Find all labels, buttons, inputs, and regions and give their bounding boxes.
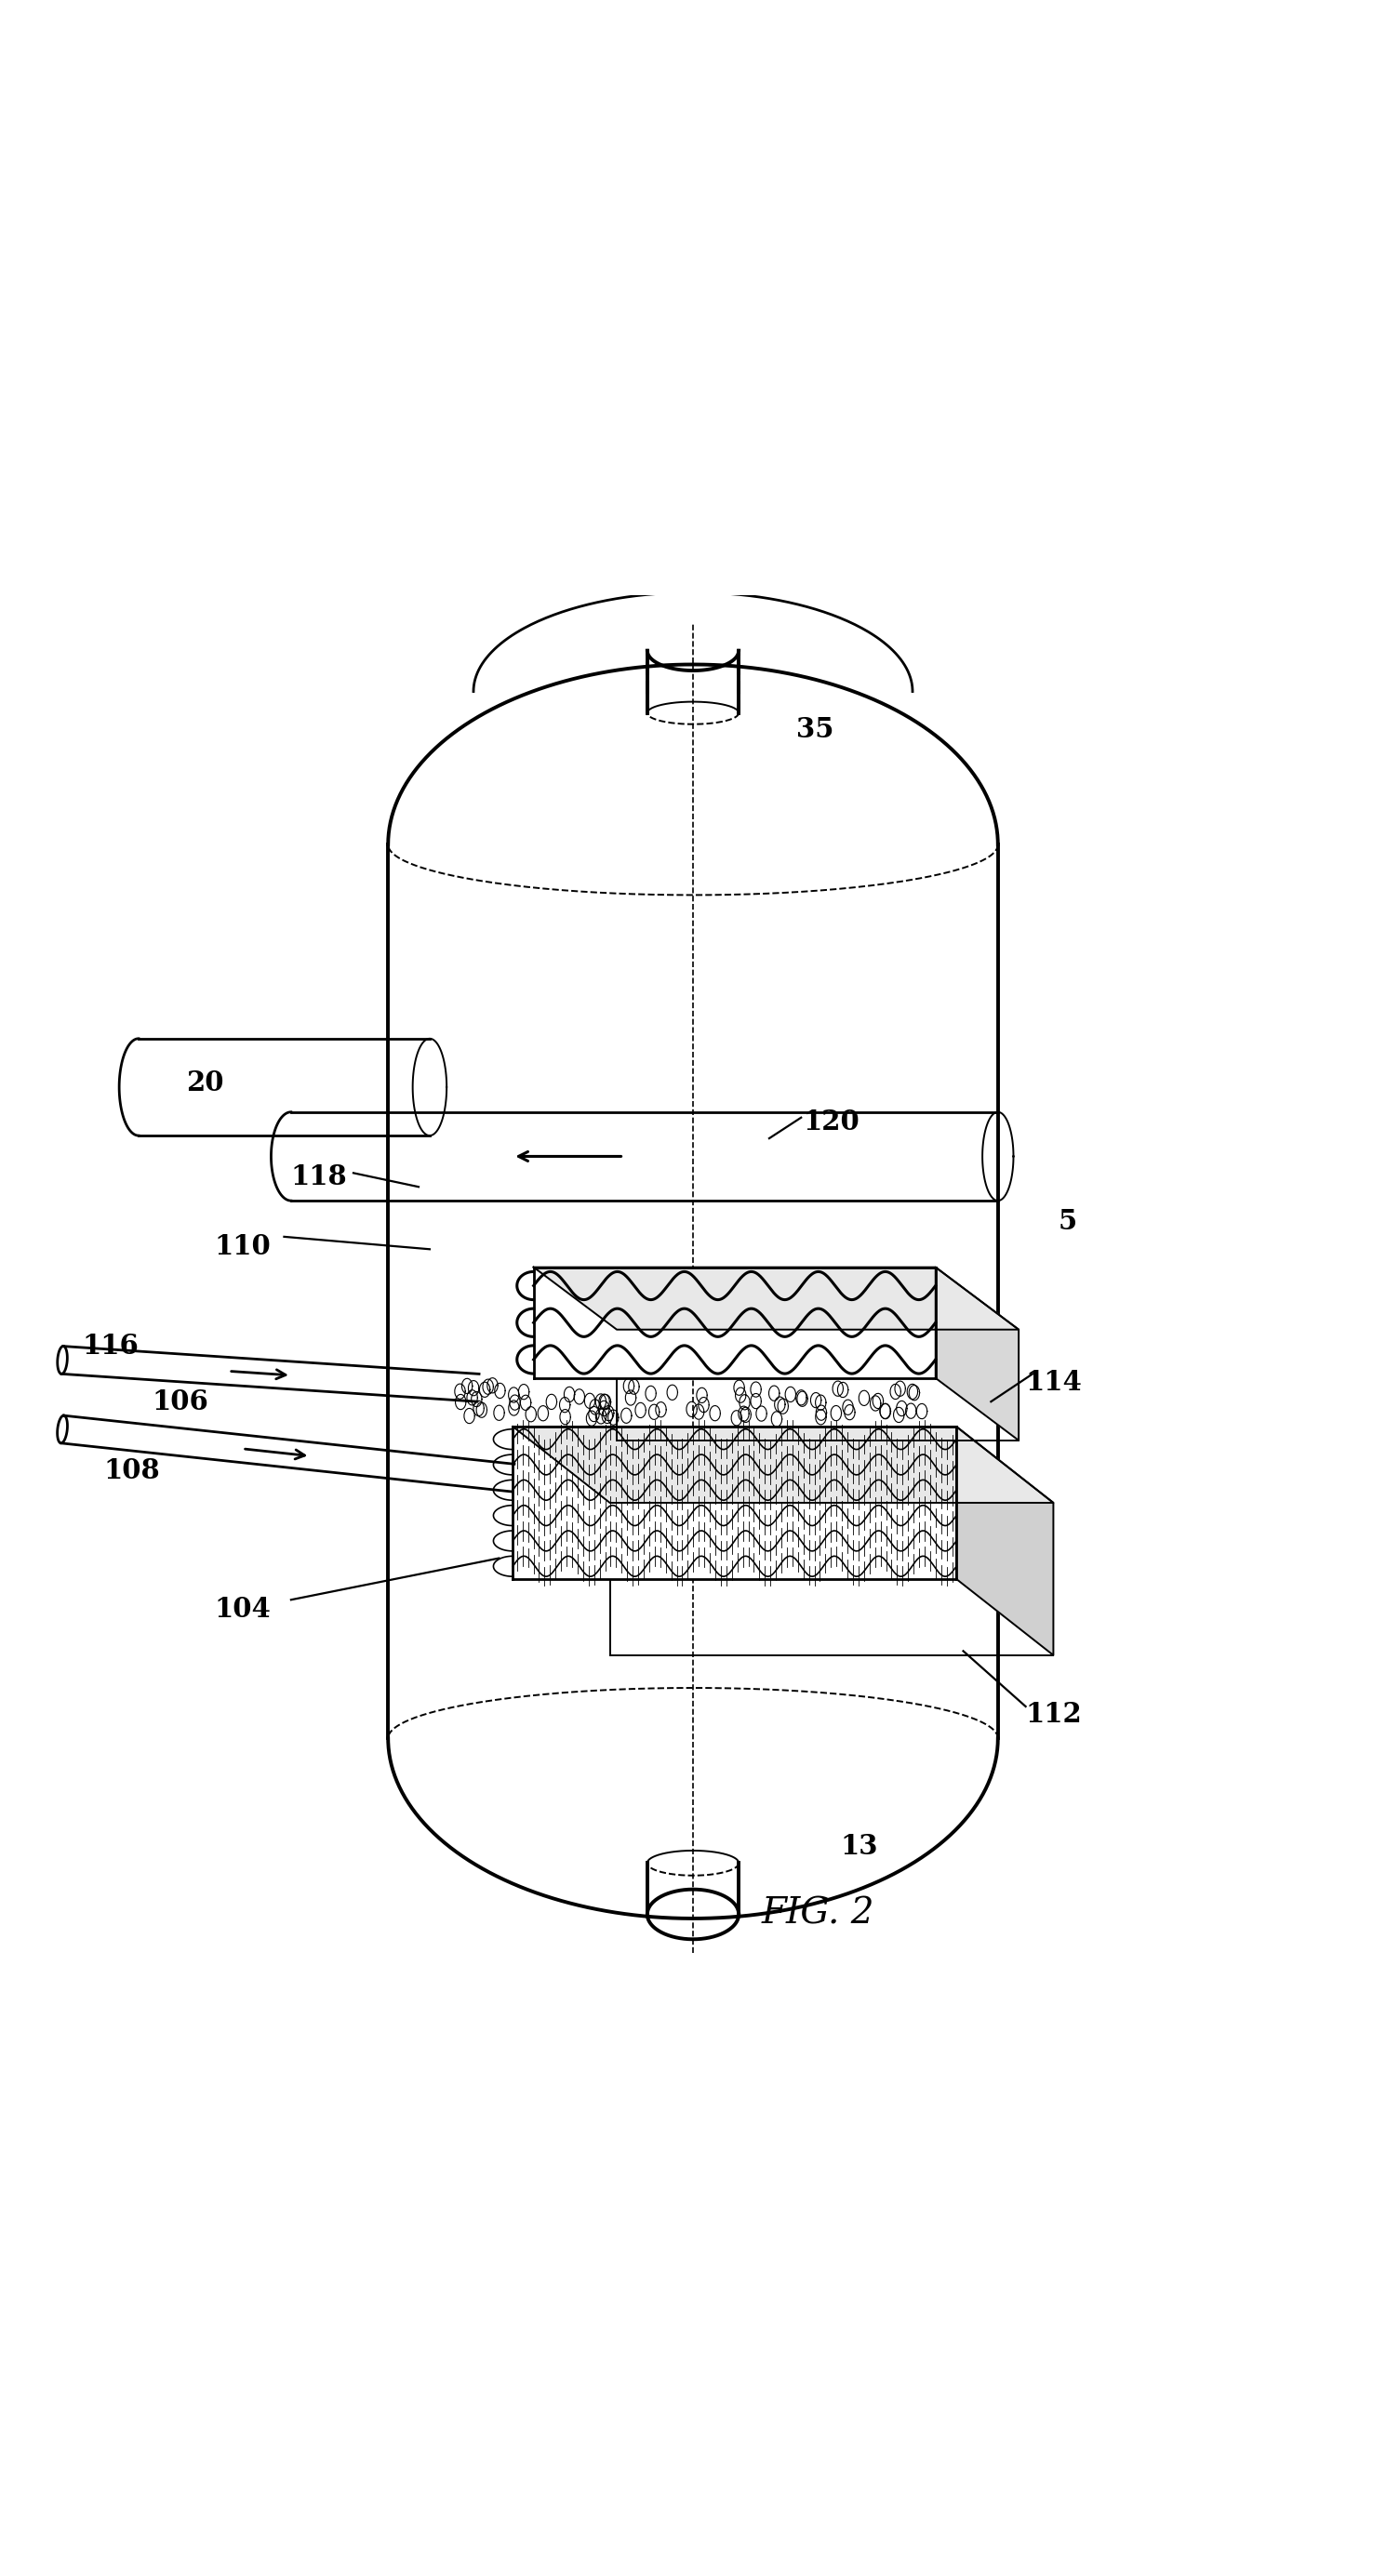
Text: 116: 116 — [83, 1332, 139, 1360]
Text: 35: 35 — [796, 716, 834, 742]
Text: 118: 118 — [291, 1164, 346, 1190]
Text: 106: 106 — [152, 1388, 208, 1414]
Text: 114: 114 — [1026, 1368, 1081, 1396]
Text: 120: 120 — [804, 1108, 859, 1136]
Text: 13: 13 — [840, 1834, 879, 1860]
Text: FIG. 2: FIG. 2 — [761, 1896, 875, 1932]
Polygon shape — [956, 1427, 1053, 1656]
Polygon shape — [513, 1427, 956, 1579]
Polygon shape — [534, 1267, 1019, 1329]
Text: 104: 104 — [215, 1597, 270, 1623]
Polygon shape — [513, 1427, 1053, 1502]
Polygon shape — [534, 1267, 936, 1378]
Text: 108: 108 — [104, 1458, 159, 1484]
Polygon shape — [936, 1267, 1019, 1440]
Text: 20: 20 — [186, 1069, 225, 1097]
Text: 110: 110 — [215, 1234, 270, 1260]
Text: 5: 5 — [1058, 1208, 1077, 1234]
Text: 112: 112 — [1026, 1700, 1081, 1728]
